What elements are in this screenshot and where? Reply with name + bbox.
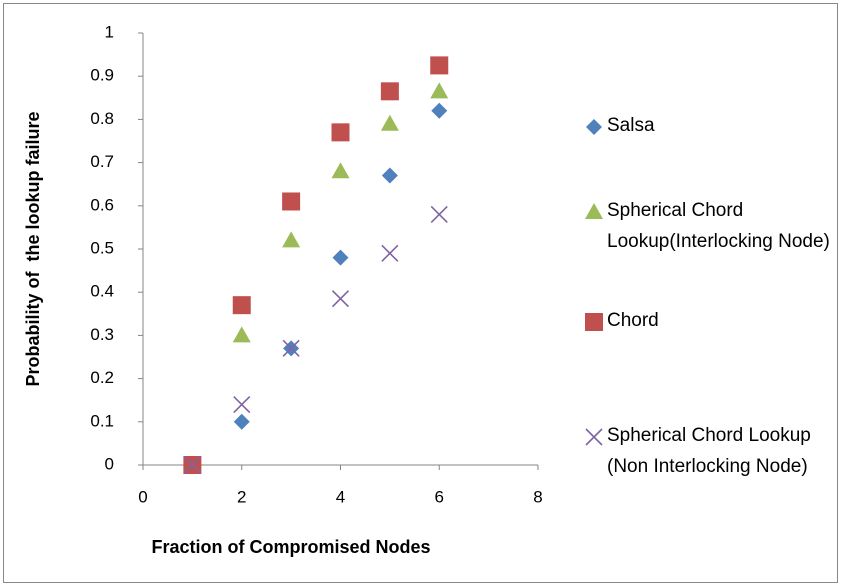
y-tick-label: 0.7 [90,152,114,171]
point [586,119,602,135]
point [585,313,603,331]
x-tick-label: 6 [435,487,444,506]
point [331,290,350,308]
y-tick-label: 0.9 [90,66,114,85]
point [380,114,399,131]
y-tick-label: 0.5 [90,238,114,257]
legend-marker [585,313,603,331]
x-tick-label: 0 [138,487,147,506]
point [232,296,251,315]
point [331,162,350,179]
legend-label: Salsa [607,115,655,136]
x-axis-label: Fraction of Compromised Nodes [151,537,430,557]
legend-item: Spherical Chord Lookup (Non Interlocking… [584,420,832,482]
y-tick-label: 0.6 [90,195,114,214]
legend-label: Spherical Chord Lookup (Non Interlocking… [607,425,811,477]
legend-label: Spherical Chord Lookup(Interlocking Node… [607,200,830,252]
point [332,249,349,266]
point [233,395,251,414]
y-tick-label: 1 [105,22,114,41]
point [431,102,448,119]
x-tick-label: 2 [237,487,246,506]
point [381,244,399,262]
point [381,167,398,184]
point [282,192,301,211]
y-axis-label: Probability of the lookup failure [23,111,43,386]
point [380,82,399,101]
legend-marker [586,119,602,135]
point [282,339,300,357]
point [233,413,250,430]
point [585,203,603,219]
y-tick-label: 0.1 [90,411,114,430]
point [585,428,603,446]
x-tick-label: 4 [336,487,345,506]
legend-item: Chord [584,305,832,336]
point [430,205,448,224]
x-tick-label: 8 [533,487,542,506]
y-tick-label: 0.8 [90,109,114,128]
point [331,123,350,142]
y-tick-label: 0.2 [90,368,114,387]
y-tick-label: 0.3 [90,325,114,344]
y-tick-label: 0 [105,454,114,473]
point [430,82,449,99]
legend-marker [585,203,603,219]
point [430,56,449,75]
legend-item: Spherical Chord Lookup(Interlocking Node… [584,195,832,257]
point [282,231,301,248]
point [232,326,251,343]
point [183,456,201,474]
legend: Salsa Spherical Chord Lookup(Interlocking… [584,0,834,587]
legend-label: Chord [607,310,659,331]
legend-item: Salsa [584,110,832,141]
y-tick-label: 0.4 [90,282,114,301]
legend-marker [585,428,603,446]
